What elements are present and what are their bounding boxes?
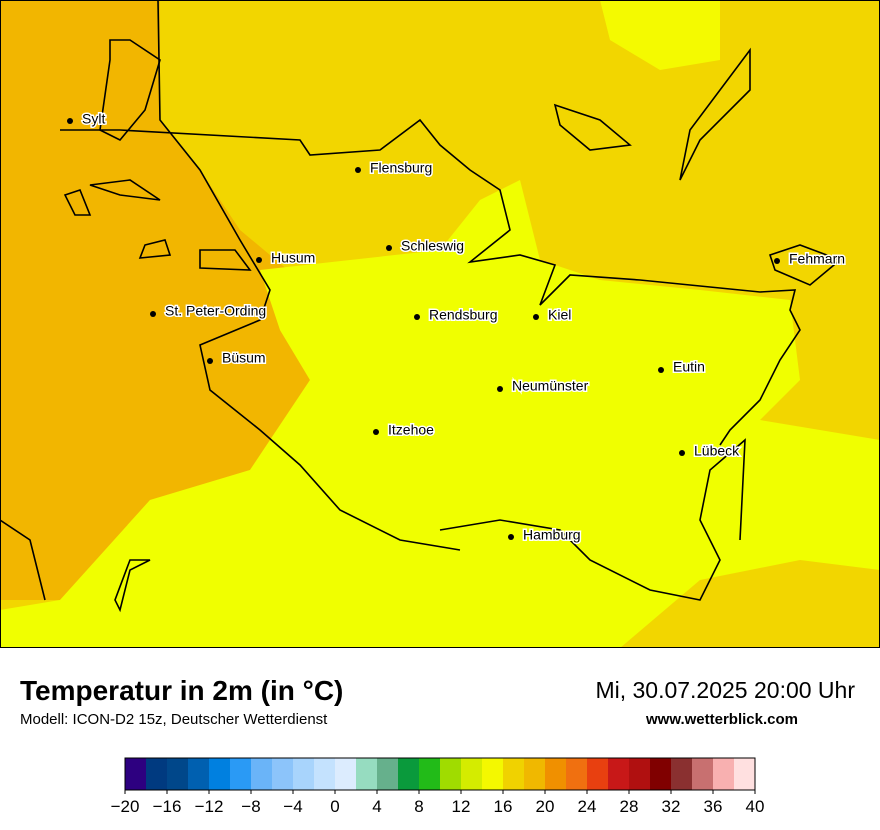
color-bin xyxy=(167,758,189,790)
color-bin xyxy=(482,758,504,790)
tick-label: −8 xyxy=(241,797,260,816)
color-bin xyxy=(545,758,567,790)
color-bin xyxy=(608,758,630,790)
city-dot xyxy=(355,167,361,173)
color-bin xyxy=(146,758,168,790)
colorbar: −20 −16 −12 −8 −4 0 4 8 12 16 20 24 28 32 36 40 xyxy=(111,757,765,816)
city-label: Hamburg xyxy=(523,527,581,543)
color-bin xyxy=(314,758,336,790)
color-bin xyxy=(398,758,420,790)
city-label: Kiel xyxy=(548,307,571,323)
tick-label: 12 xyxy=(452,797,471,816)
city-dot xyxy=(67,118,73,124)
tick-label: −20 xyxy=(111,797,140,816)
tick-label: −12 xyxy=(195,797,224,816)
hot-area xyxy=(0,180,880,648)
datetime: Mi, 30.07.2025 20:00 Uhr xyxy=(595,677,855,703)
title: Temperatur in 2m (in °C) xyxy=(20,675,343,706)
color-bin xyxy=(650,758,672,790)
color-bin xyxy=(272,758,294,790)
city-dot xyxy=(497,386,503,392)
map: Sylt Flensburg Schleswig Husum Fehmarn S… xyxy=(0,0,880,648)
city-label: Eutin xyxy=(673,359,705,375)
city-dot xyxy=(679,450,685,456)
city-label: Lübeck xyxy=(694,443,740,459)
city-dot xyxy=(533,314,539,320)
city-label: Fehmarn xyxy=(789,251,845,267)
tick-label: 4 xyxy=(372,797,381,816)
warm-area xyxy=(0,0,310,600)
city-label: Sylt xyxy=(82,111,105,127)
city-dot xyxy=(373,429,379,435)
color-bin xyxy=(209,758,231,790)
island xyxy=(99,39,161,141)
color-bin xyxy=(335,758,357,790)
tick-label: −4 xyxy=(283,797,302,816)
color-bin xyxy=(713,758,735,790)
color-bin xyxy=(734,758,756,790)
color-bin xyxy=(356,758,378,790)
island xyxy=(553,47,842,286)
color-bin xyxy=(461,758,483,790)
tick-label: 28 xyxy=(620,797,639,816)
coastline xyxy=(0,519,151,613)
city-dot xyxy=(414,314,420,320)
tick-label: −16 xyxy=(153,797,182,816)
color-bin xyxy=(377,758,399,790)
city-label: Husum xyxy=(271,250,315,266)
city-label: Itzehoe xyxy=(388,422,434,438)
island xyxy=(63,179,252,271)
tick-label: 36 xyxy=(704,797,723,816)
color-bin xyxy=(125,758,147,790)
color-bin xyxy=(629,758,651,790)
tick-label: 24 xyxy=(578,797,597,816)
city-dot xyxy=(658,367,664,373)
city-label: Rendsburg xyxy=(429,307,498,323)
color-bin xyxy=(230,758,252,790)
city-label: Schleswig xyxy=(401,238,464,254)
city-dot xyxy=(508,534,514,540)
color-bin xyxy=(692,758,714,790)
color-bin xyxy=(251,758,273,790)
city-dot xyxy=(386,245,392,251)
warm-area xyxy=(600,0,720,70)
subtitle: Modell: ICON-D2 15z, Deutscher Wetterdie… xyxy=(20,711,328,728)
color-bin xyxy=(524,758,546,790)
color-bin xyxy=(440,758,462,790)
city-dot xyxy=(774,258,780,264)
city-markers xyxy=(67,118,780,540)
city-label: Neumünster xyxy=(512,378,589,394)
city-dot xyxy=(207,358,213,364)
color-bin xyxy=(566,758,588,790)
city-label: St. Peter-Ording xyxy=(165,303,266,319)
tick-label: 20 xyxy=(536,797,555,816)
coastline xyxy=(157,0,461,551)
city-label: Büsum xyxy=(222,350,266,366)
warm-area xyxy=(620,560,880,648)
color-bin xyxy=(188,758,210,790)
border xyxy=(439,438,746,601)
color-bin xyxy=(671,758,693,790)
color-bin xyxy=(293,758,315,790)
tick-label: 16 xyxy=(494,797,513,816)
city-dot xyxy=(256,257,262,263)
color-bin xyxy=(503,758,525,790)
color-bin xyxy=(419,758,441,790)
website: www.wetterblick.com xyxy=(645,711,798,728)
tick-label: 40 xyxy=(746,797,765,816)
coastline xyxy=(60,118,801,446)
color-bin xyxy=(587,758,609,790)
city-label: Flensburg xyxy=(370,160,432,176)
tick-label: 0 xyxy=(330,797,339,816)
colorbar-frame xyxy=(124,757,756,791)
tick-label: 32 xyxy=(662,797,681,816)
city-dot xyxy=(150,311,156,317)
tick-label: 8 xyxy=(414,797,423,816)
